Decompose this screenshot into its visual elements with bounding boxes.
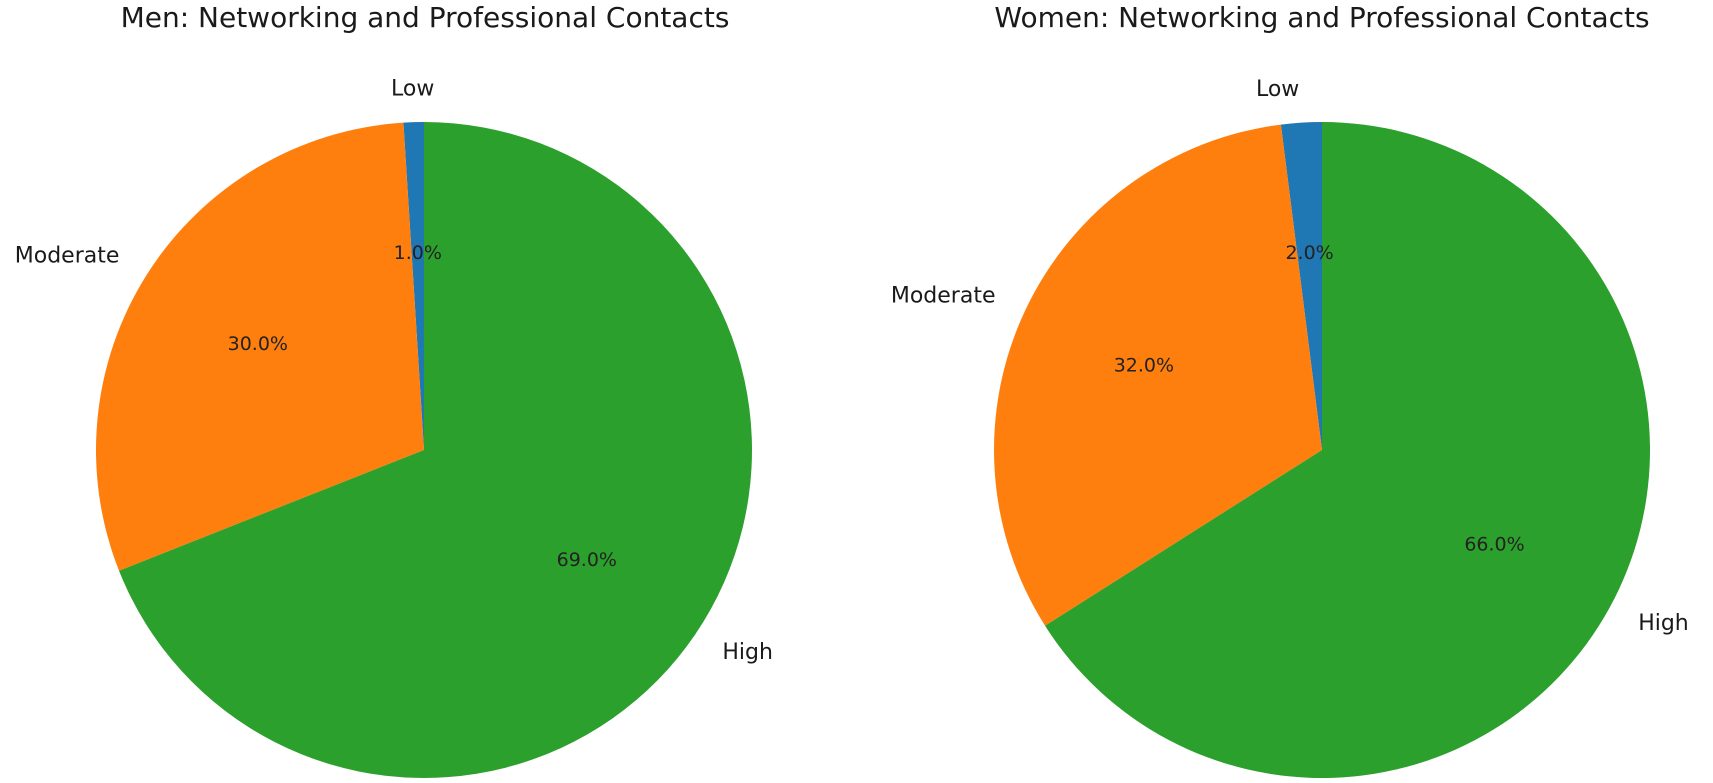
women-chart-title: Women: Networking and Professional Conta… [994,1,1649,34]
men-chart-title: Men: Networking and Professional Contact… [121,1,730,34]
men-pie-chart: Men: Networking and Professional Contact… [15,1,773,778]
women-pie-chart: Women: Networking and Professional Conta… [891,1,1689,778]
women-pct-low: 2.0% [1285,242,1333,264]
women-pct-high: 66.0% [1464,533,1524,555]
women-label-moderate: Moderate [891,283,996,308]
women-label-low: Low [1256,77,1299,102]
men-pct-low: 1.0% [394,242,442,264]
women-label-high: High [1638,611,1689,636]
men-label-low: Low [391,76,434,101]
women-pct-moderate: 32.0% [1114,355,1174,377]
men-pct-moderate: 30.0% [228,333,288,355]
men-label-moderate: Moderate [15,244,120,269]
men-label-high: High [722,640,773,665]
men-pct-high: 69.0% [557,549,617,571]
